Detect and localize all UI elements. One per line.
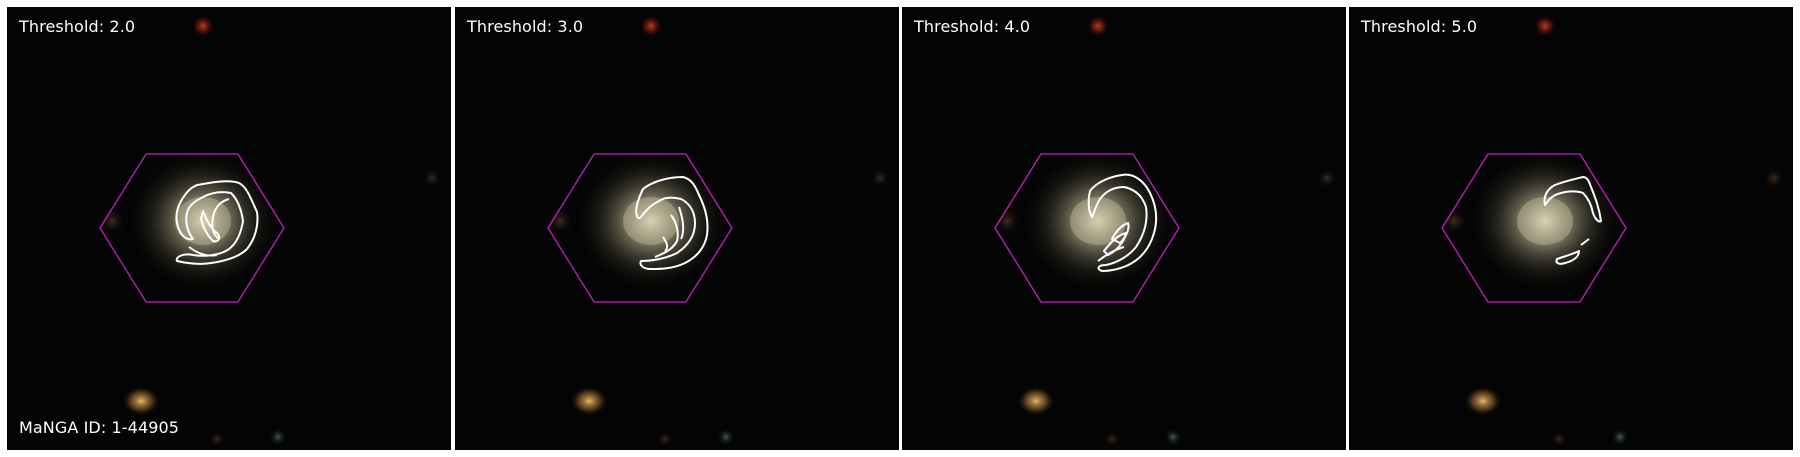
panel-threshold-2: Threshold: 2.0 MaNGA ID: 1-44905: [7, 7, 451, 450]
ifu-hexagon: [99, 153, 285, 303]
manga-id-label: MaNGA ID: 1-44905: [19, 418, 180, 437]
galaxy-image: [902, 7, 1346, 450]
panel-threshold-4: Threshold: 4.0: [902, 7, 1346, 450]
ifu-hexagon: [1441, 153, 1627, 303]
contour-lines: [175, 180, 259, 265]
threshold-label: Threshold: 4.0: [914, 17, 1031, 36]
threshold-label: Threshold: 3.0: [467, 17, 584, 36]
ifu-hexagon: [547, 153, 733, 303]
contour-lines: [1543, 176, 1602, 265]
panel-threshold-3: Threshold: 3.0: [455, 7, 899, 450]
contour-lines: [635, 176, 709, 270]
ifu-hexagon: [994, 153, 1180, 303]
galaxy-image: [455, 7, 899, 450]
contour-lines: [1087, 173, 1158, 272]
threshold-label: Threshold: 5.0: [1361, 17, 1478, 36]
galaxy-image: [7, 7, 451, 450]
threshold-label: Threshold: 2.0: [19, 17, 136, 36]
galaxy-image: [1349, 7, 1793, 450]
panel-threshold-5: Threshold: 5.0: [1349, 7, 1793, 450]
